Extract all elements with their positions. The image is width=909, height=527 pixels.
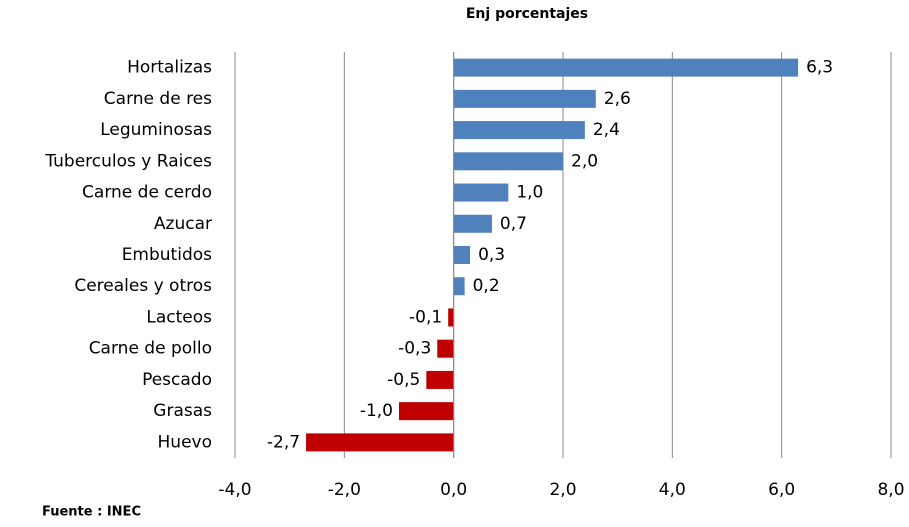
y-tick-label: Grasas bbox=[153, 401, 212, 421]
bar bbox=[453, 246, 471, 264]
x-tick-label: 8,0 bbox=[877, 480, 904, 500]
x-tick-label: -2,0 bbox=[328, 480, 361, 500]
y-tick-label: Carne de cerdo bbox=[82, 183, 212, 203]
value-label: 0,3 bbox=[478, 245, 505, 265]
value-label: 2,6 bbox=[604, 89, 631, 109]
y-tick-label: Huevo bbox=[158, 432, 212, 452]
value-label: 2,4 bbox=[593, 120, 620, 140]
value-label: -0,3 bbox=[398, 339, 431, 359]
y-tick-label: Tuberculos y Raices bbox=[44, 151, 212, 171]
y-tick-label: Carne de res bbox=[104, 89, 212, 109]
bar bbox=[399, 402, 454, 421]
bar bbox=[448, 308, 454, 327]
y-tick-label: Pescado bbox=[142, 370, 212, 390]
chart-title: Enj porcentajes bbox=[466, 6, 588, 22]
bar bbox=[453, 152, 563, 171]
y-tick-label: Carne de pollo bbox=[89, 339, 212, 359]
bar bbox=[453, 121, 585, 140]
value-label: 6,3 bbox=[806, 58, 833, 78]
value-label: -0,5 bbox=[387, 370, 420, 390]
value-label: 1,0 bbox=[516, 183, 543, 203]
value-label: -1,0 bbox=[360, 401, 393, 421]
x-tick-label: -4,0 bbox=[218, 480, 251, 500]
value-label: -0,1 bbox=[409, 307, 442, 327]
bar bbox=[437, 339, 454, 358]
value-label: 0,7 bbox=[500, 214, 527, 234]
y-tick-label: Cereales y otros bbox=[74, 276, 212, 296]
bar bbox=[426, 370, 454, 389]
y-tick-label: Embutidos bbox=[122, 245, 212, 265]
source-note: Fuente : INEC bbox=[42, 505, 141, 520]
x-tick-label: 4,0 bbox=[659, 480, 686, 500]
value-label: 2,0 bbox=[571, 151, 598, 171]
y-tick-label: Lacteos bbox=[146, 307, 212, 327]
bar bbox=[306, 433, 454, 452]
bar bbox=[453, 277, 465, 296]
x-tick-label: 6,0 bbox=[768, 480, 795, 500]
bar bbox=[453, 183, 509, 202]
value-label: 0,2 bbox=[473, 276, 500, 296]
value-label: -2,7 bbox=[267, 432, 300, 452]
bar bbox=[453, 58, 799, 77]
y-tick-label: Hortalizas bbox=[127, 58, 212, 78]
bar bbox=[453, 89, 596, 108]
bar bbox=[453, 214, 492, 233]
y-tick-label: Azucar bbox=[154, 214, 212, 234]
x-tick-label: 0,0 bbox=[440, 480, 467, 500]
y-tick-label: Leguminosas bbox=[100, 120, 212, 140]
x-tick-label: 2,0 bbox=[549, 480, 576, 500]
